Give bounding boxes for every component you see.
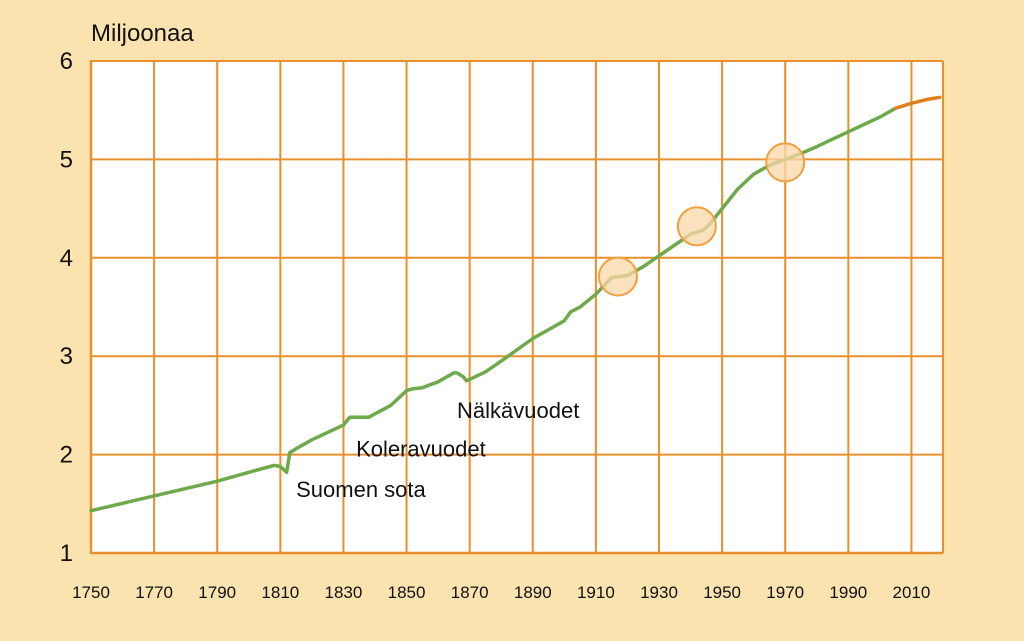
annotations: Suomen sota Koleravuodet Nälkävuodet xyxy=(296,398,579,502)
x-tick-label: 1850 xyxy=(388,583,426,602)
x-tick-label: 1870 xyxy=(451,583,489,602)
annotation-label: Suomen sota xyxy=(296,477,426,502)
y-tick-label: 2 xyxy=(60,442,73,469)
y-tick-label: 1 xyxy=(60,540,73,567)
x-tick-label: 1930 xyxy=(640,583,678,602)
annotation-label: Nälkävuodet xyxy=(457,398,579,423)
x-tick-label: 1890 xyxy=(514,583,552,602)
highlight-circle xyxy=(765,142,806,183)
x-tick-label: 1910 xyxy=(577,583,615,602)
x-tick-label: 1830 xyxy=(325,583,363,602)
x-tick-label: 2010 xyxy=(893,583,931,602)
highlight-markers xyxy=(597,142,806,297)
x-tick-label: 1790 xyxy=(198,583,236,602)
x-tick-label: 1970 xyxy=(766,583,804,602)
y-tick-label: 4 xyxy=(60,245,73,272)
y-tick-label: 3 xyxy=(60,343,73,370)
plot-area xyxy=(91,61,943,553)
population-line xyxy=(89,106,898,513)
x-tick-label: 1950 xyxy=(703,583,741,602)
y-tick-label: 6 xyxy=(60,48,73,75)
annotation-label: Koleravuodet xyxy=(356,437,486,462)
axes: 1750 1770 1790 1810 1830 1850 1870 1890 1910 1930… xyxy=(60,48,943,602)
projection-line xyxy=(893,95,942,110)
y-axis-label: Miljoonaa xyxy=(91,20,194,47)
highlight-circle xyxy=(676,206,717,247)
x-tick-label: 1750 xyxy=(72,583,110,602)
series-group xyxy=(89,95,942,513)
x-tick-label: 1770 xyxy=(135,583,173,602)
x-tick-label: 1810 xyxy=(261,583,299,602)
y-tick-label: 5 xyxy=(60,146,73,173)
x-tick-label: 1990 xyxy=(829,583,867,602)
highlight-circle xyxy=(597,256,638,297)
